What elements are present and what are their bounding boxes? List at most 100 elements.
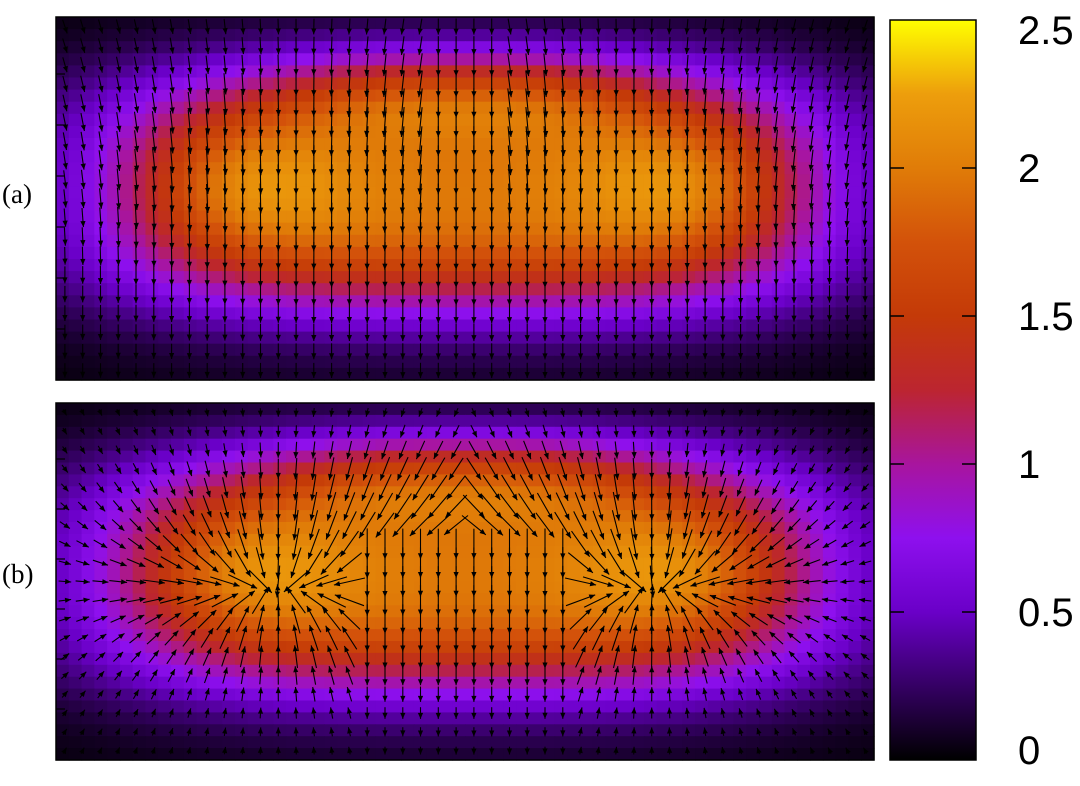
heatmap-cell	[68, 688, 83, 702]
heatmap-cell	[56, 605, 70, 618]
heatmap-cell	[669, 450, 683, 464]
heatmap-cell	[119, 700, 134, 713]
heatmap-cell	[669, 246, 683, 260]
heatmap-cell	[426, 77, 441, 91]
heatmap-cell	[452, 355, 466, 369]
heatmap-cell	[592, 150, 607, 163]
heatmap-cell	[554, 150, 568, 163]
heatmap-cell	[618, 450, 632, 464]
heatmap-cell	[222, 617, 236, 630]
heatmap-cell	[56, 101, 70, 115]
heatmap-cell	[861, 712, 875, 725]
heatmap-cell	[528, 186, 543, 200]
vector-arrow	[809, 226, 815, 248]
heatmap-cell	[375, 462, 389, 475]
vector-arrow	[222, 323, 228, 341]
vector-arrow	[435, 323, 441, 342]
heatmap-cell	[758, 283, 773, 296]
heatmap-cell	[516, 331, 530, 345]
heatmap-cell	[362, 53, 377, 66]
heatmap-cell	[541, 438, 556, 452]
heatmap-cell	[145, 246, 159, 260]
vector-arrow	[115, 245, 121, 266]
heatmap-cell	[528, 53, 543, 66]
heatmap-cell	[362, 222, 377, 236]
heatmap-cell	[528, 150, 543, 163]
heatmap-cell	[439, 403, 453, 416]
heatmap-cell	[618, 186, 632, 200]
vector-arrow	[809, 343, 815, 359]
heatmap-cell	[490, 367, 504, 381]
heatmap-cell	[643, 77, 658, 91]
heatmap-cell	[158, 307, 172, 321]
vector-arrow	[187, 73, 193, 94]
heatmap-cell	[465, 355, 479, 369]
vector-arrow	[116, 112, 122, 132]
heatmap-cell	[452, 474, 466, 487]
heatmap-cell	[733, 246, 747, 260]
heatmap-cell	[222, 283, 236, 296]
heatmap-cell	[452, 41, 466, 54]
heatmap-cell	[528, 426, 543, 440]
heatmap-cell	[171, 162, 185, 175]
heatmap-cell	[196, 498, 210, 511]
vector-arrow	[471, 18, 477, 35]
heatmap-cell	[541, 557, 556, 571]
vector-arrow	[329, 18, 335, 35]
heatmap-cell	[81, 246, 95, 260]
heatmap-cell	[631, 283, 645, 296]
heatmap-cell	[848, 403, 862, 416]
vector-arrow	[666, 37, 672, 55]
heatmap-cell	[439, 355, 453, 369]
heatmap-cell	[388, 343, 402, 357]
heatmap-cell	[324, 522, 338, 535]
heatmap-cell	[631, 53, 645, 66]
heatmap-cell	[68, 522, 83, 535]
heatmap-cell	[375, 17, 389, 30]
heatmap-cell	[554, 198, 568, 212]
heatmap-cell	[490, 557, 504, 571]
vector-arrow	[791, 304, 797, 322]
vector-arrow	[62, 94, 68, 112]
vector-arrow	[258, 90, 264, 116]
heatmap-cell	[528, 246, 543, 260]
heatmap-cell	[401, 295, 415, 308]
heatmap-cell	[490, 17, 504, 30]
heatmap-cell	[656, 186, 671, 200]
heatmap-cell	[848, 724, 862, 737]
heatmap-cell	[861, 748, 875, 761]
heatmap-cells-b	[56, 403, 875, 761]
heatmap-cell	[349, 210, 364, 224]
heatmap-cell	[797, 712, 811, 725]
heatmap-cell	[797, 186, 811, 200]
heatmap-cell	[158, 319, 172, 333]
heatmap-cell	[592, 355, 607, 369]
heatmap-cell	[477, 367, 492, 381]
heatmap-cell	[171, 259, 185, 272]
heatmap-cell	[439, 150, 453, 163]
vector-arrow	[275, 362, 281, 378]
heatmap-cell	[209, 307, 223, 321]
vector-arrow	[862, 266, 868, 284]
vector-arrow	[702, 283, 708, 305]
vector-arrow	[844, 75, 850, 93]
heatmap-cell	[337, 319, 351, 333]
heatmap-cell	[695, 17, 709, 30]
heatmap-cell	[554, 113, 568, 127]
vector-arrow	[328, 36, 335, 55]
vector-arrow	[311, 18, 317, 35]
heatmap-cell	[682, 426, 696, 440]
heatmap-cell	[362, 367, 377, 381]
heatmap-cell	[362, 113, 377, 127]
vector-arrow	[453, 343, 459, 360]
heatmap-cell	[68, 307, 83, 321]
heatmap-cell	[528, 617, 543, 630]
vector-arrow	[649, 303, 655, 323]
vector-arrow	[169, 110, 175, 134]
heatmap-cell	[810, 593, 824, 606]
heatmap-cell	[861, 246, 875, 260]
heatmap-cell	[107, 29, 121, 42]
heatmap-cell	[375, 210, 389, 224]
heatmap-cell	[810, 641, 824, 654]
heatmap-cell	[349, 174, 364, 187]
